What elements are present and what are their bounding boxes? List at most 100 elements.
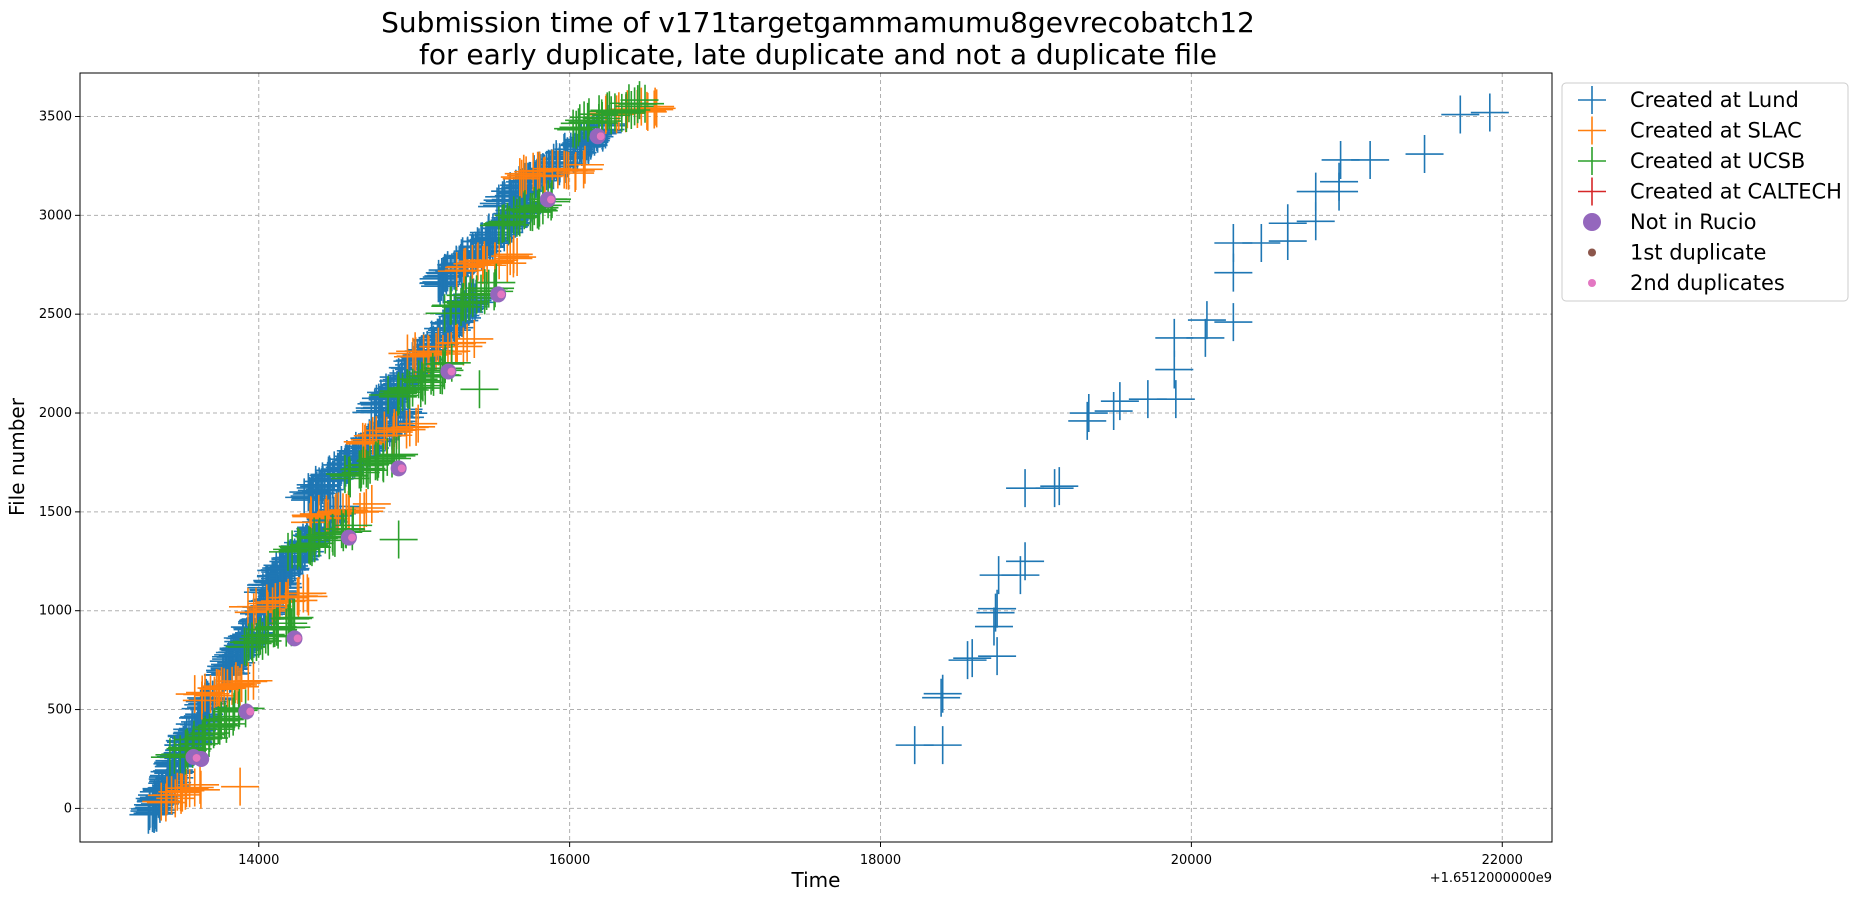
data-point <box>205 700 244 739</box>
data-point <box>978 637 1017 676</box>
x-tick-label: 18000 <box>860 853 901 868</box>
data-point <box>978 589 1017 628</box>
data-point <box>1186 318 1225 357</box>
data-point <box>379 520 418 559</box>
legend-entry-2nd-duplicates: 2nd duplicates <box>1588 271 1785 295</box>
data-point <box>425 294 464 333</box>
data-point <box>514 152 553 191</box>
data-point <box>444 327 483 366</box>
data-point <box>181 765 220 804</box>
data-point <box>275 598 314 637</box>
legend-entry-created-at-ucsb: Created at UCSB <box>1578 147 1805 175</box>
data-point <box>448 323 487 362</box>
y-tick-label: 3000 <box>39 208 72 223</box>
data-point <box>490 205 529 244</box>
data-point <box>1035 469 1074 508</box>
legend: Created at Lund Created at SLAC Created at… <box>1561 82 1849 302</box>
data-point <box>356 441 395 480</box>
data-point <box>306 515 345 554</box>
data-point <box>279 581 318 620</box>
y-tick-label: 3500 <box>39 109 72 124</box>
legend-label: Created at CALTECH <box>1630 180 1842 204</box>
legend-label: Created at SLAC <box>1630 119 1802 143</box>
y-tick-label: 2500 <box>39 307 72 322</box>
legend-label: 1st duplicate <box>1630 241 1766 265</box>
legend-label: 2nd duplicates <box>1630 271 1785 295</box>
y-tick-label: 1000 <box>39 604 72 619</box>
chart-title-line-1: Submission time of v171targetgammamumu8g… <box>381 6 1255 39</box>
data-point <box>1156 380 1195 419</box>
data-point <box>480 241 519 280</box>
legend-marker <box>1583 213 1601 231</box>
data-point <box>192 753 201 762</box>
data-point <box>564 150 603 189</box>
data-point <box>181 770 220 809</box>
data-point <box>565 145 604 184</box>
legend-label: Created at UCSB <box>1630 149 1805 173</box>
data-point <box>352 484 391 523</box>
data-point <box>460 370 499 409</box>
data-point <box>612 91 651 130</box>
data-point <box>923 674 962 713</box>
data-point <box>330 456 369 495</box>
data-point <box>447 367 456 376</box>
legend-entry-created-at-caltech: Created at CALTECH <box>1578 177 1842 206</box>
x-tick-label: 16000 <box>549 853 590 868</box>
data-point <box>289 525 328 564</box>
data-point <box>1320 162 1359 201</box>
data-point <box>246 707 255 716</box>
data-point <box>615 87 654 126</box>
legend-entry-created-at-slac: Created at SLAC <box>1578 116 1802 145</box>
data-point <box>221 767 260 806</box>
data-point <box>1214 303 1253 342</box>
y-axis-label: File number <box>5 397 29 516</box>
data-point <box>497 290 506 299</box>
y-tick-label: 500 <box>47 703 72 718</box>
data-point <box>156 779 195 818</box>
data-point <box>504 154 543 193</box>
data-point <box>222 664 261 703</box>
x-tick-label: 14000 <box>238 853 279 868</box>
data-point <box>1094 392 1133 431</box>
plot-frame <box>79 72 1553 843</box>
data-point <box>974 607 1013 646</box>
data-point <box>948 641 987 680</box>
data-point <box>162 775 201 814</box>
data-point <box>288 574 327 613</box>
x-axis-label: Time <box>791 868 841 892</box>
data-point <box>1040 467 1079 506</box>
legend-label: Created at Lund <box>1630 88 1799 112</box>
data-point <box>146 783 185 822</box>
legend-marker <box>1578 86 1606 114</box>
data-point <box>349 451 388 490</box>
data-point <box>1100 382 1139 421</box>
data-point <box>488 244 527 283</box>
data-point <box>175 768 214 807</box>
x-tick-label: 20000 <box>1171 853 1212 868</box>
data-point <box>455 319 494 358</box>
data-point <box>1006 542 1045 581</box>
data-point <box>497 198 536 237</box>
data-point <box>293 634 302 643</box>
data-point <box>402 361 441 400</box>
data-point <box>379 372 418 411</box>
grid-lines <box>80 73 1552 842</box>
data-point <box>1441 95 1480 134</box>
data-point <box>498 238 537 277</box>
data-point <box>1405 135 1444 174</box>
data-point <box>345 492 384 531</box>
legend-marker <box>1588 248 1596 257</box>
data-point <box>437 252 476 291</box>
data-point <box>166 771 205 810</box>
legend-marker <box>1578 177 1606 206</box>
data-point <box>596 132 605 141</box>
data-point <box>559 108 598 147</box>
data-point <box>150 738 189 777</box>
legend-marker <box>1578 147 1606 175</box>
data-point <box>554 109 593 148</box>
legend-entry-created-at-lund: Created at Lund <box>1578 86 1799 114</box>
data-point <box>556 154 595 193</box>
data-point <box>637 89 676 128</box>
data-point <box>524 157 563 196</box>
